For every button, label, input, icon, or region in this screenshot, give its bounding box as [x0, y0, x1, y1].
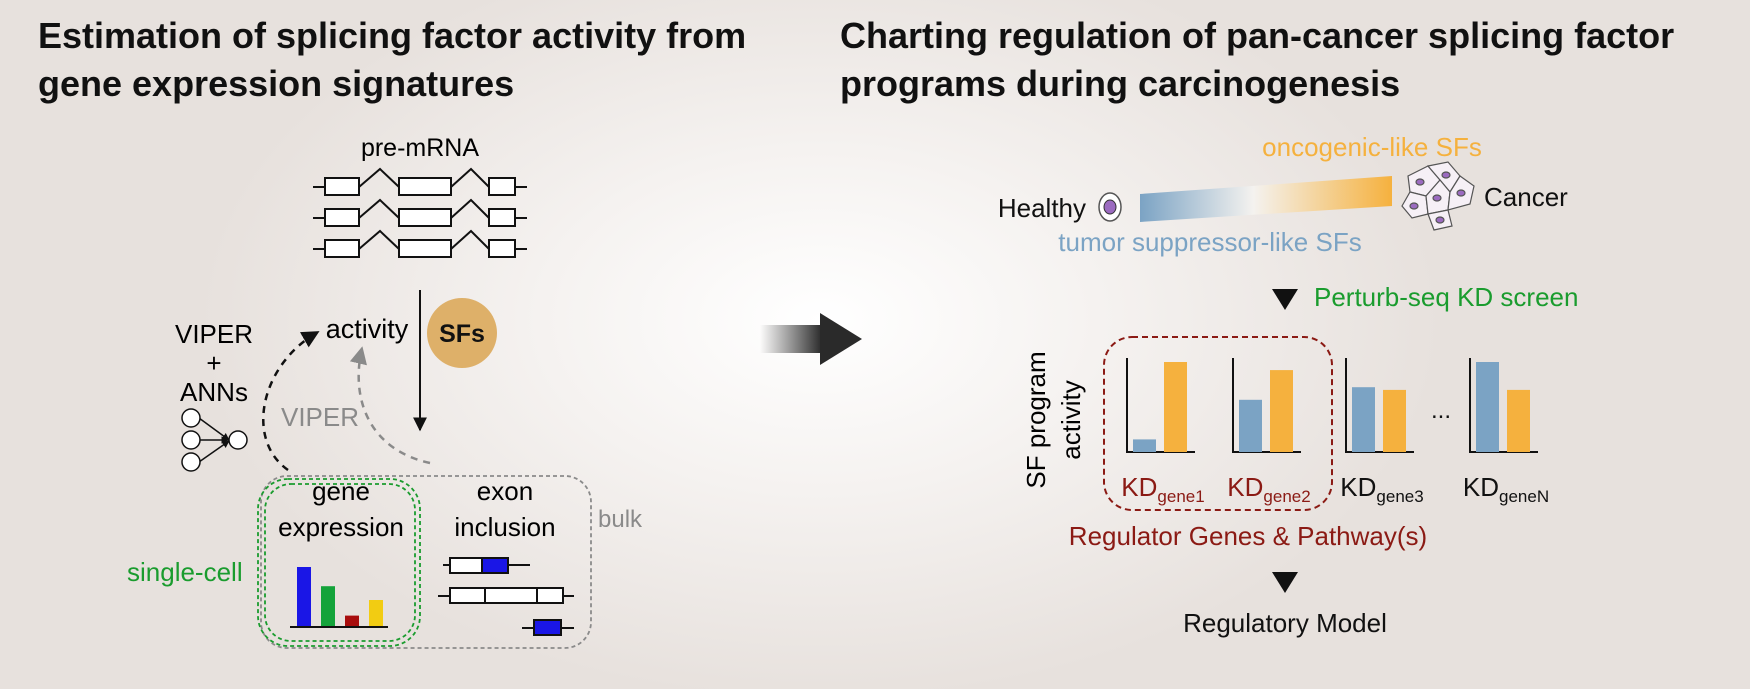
viper-arrow	[349, 346, 431, 465]
model-label: Regulatory Model	[1183, 608, 1387, 638]
kd-bar-oncogenic	[1270, 370, 1293, 452]
viper-anns-line3: ANNs	[180, 377, 248, 407]
kd-bar-oncogenic	[1164, 362, 1187, 452]
right-title-line2: programs during carcinogenesis	[840, 63, 1401, 104]
kd-label: KDgene1	[1121, 472, 1204, 506]
gene-expression-line2: expression	[278, 512, 404, 542]
kd-bar-tumor-suppressor	[1133, 439, 1156, 452]
viper-label: VIPER	[281, 402, 359, 432]
kd-label: KDgene3	[1340, 472, 1423, 506]
kd-charts: KDgene1 KDgene2 KDgene3 KDgeneN...	[1121, 358, 1549, 506]
kd-label: KDgeneN	[1463, 472, 1549, 506]
right-title-line1: Charting regulation of pan-cancer splici…	[840, 15, 1675, 56]
perturb-label: Perturb-seq KD screen	[1314, 282, 1578, 312]
regulator-group-box	[1103, 336, 1333, 511]
exon-inclusion-line1: exon	[477, 476, 533, 506]
left-title-line1: Estimation of splicing factor activity f…	[38, 15, 747, 56]
expression-bar	[321, 586, 335, 627]
bulk-box	[260, 475, 592, 649]
read-3	[522, 619, 574, 636]
regulator-label: Regulator Genes & Pathway(s)	[1069, 521, 1427, 551]
expression-bar	[345, 615, 359, 627]
sfs-circle	[427, 298, 497, 368]
viper-anns-line1: VIPER	[175, 319, 253, 349]
kd-ellipsis: ...	[1431, 397, 1451, 424]
expression-bar	[297, 567, 311, 627]
pre-mrna-label: pre-mRNA	[361, 134, 479, 162]
exon-inclusion-line2: inclusion	[454, 512, 555, 542]
single-cell-box-outer	[257, 478, 421, 647]
kd-bar-tumor-suppressor	[1476, 362, 1499, 452]
ylabel-line1: SF program	[1021, 351, 1051, 488]
ylabel-line2: activity	[1056, 380, 1086, 459]
kd-bar-tumor-suppressor	[1352, 387, 1375, 452]
read-1	[443, 557, 530, 574]
kd-bar-oncogenic	[1507, 389, 1530, 452]
single-cell-label: single-cell	[127, 557, 243, 587]
read-2	[438, 587, 574, 604]
healthy-label: Healthy	[998, 193, 1086, 223]
model-arrow-icon	[1272, 572, 1298, 593]
kd-chart-geneN: KDgeneN	[1463, 358, 1549, 506]
exon-inclusion-reads	[438, 557, 574, 636]
kd-chart-gene2: KDgene2	[1227, 358, 1311, 506]
cancer-cells-icon	[1401, 161, 1475, 231]
sf-gradient-wedge	[1140, 176, 1392, 222]
kd-label: KDgene2	[1227, 472, 1310, 506]
cancer-label: Cancer	[1484, 182, 1568, 212]
kd-chart-gene3: KDgene3	[1340, 358, 1424, 506]
right-panel-title: Charting regulation of pan-cancer splici…	[840, 12, 1674, 108]
kd-bar-tumor-suppressor	[1239, 399, 1262, 452]
healthy-cell-icon	[1098, 192, 1122, 222]
kd-chart-gene1: KDgene1	[1121, 358, 1205, 506]
tumor-suppressor-label: tumor suppressor-like SFs	[1058, 227, 1361, 257]
single-cell-box-inner	[264, 483, 416, 642]
activity-label: activity	[326, 314, 409, 344]
viper-anns-line2: +	[206, 348, 221, 378]
viper-anns-arrow	[262, 330, 320, 472]
sfs-label: SFs	[439, 320, 485, 348]
transcript-3	[313, 229, 527, 258]
oncogenic-label: oncogenic-like SFs	[1262, 132, 1482, 162]
neural-network-icon	[181, 408, 248, 472]
perturb-arrow-icon	[1272, 289, 1298, 310]
transition-arrow-icon	[760, 313, 862, 365]
gene-expression-bars	[297, 567, 383, 627]
expression-bar	[369, 600, 383, 627]
gene-expression-line1: gene	[312, 476, 370, 506]
left-panel-title: Estimation of splicing factor activity f…	[38, 12, 746, 108]
transcript-2	[313, 198, 527, 227]
bulk-label: bulk	[598, 506, 643, 533]
left-title-line2: gene expression signatures	[38, 63, 515, 104]
transcript-1	[313, 167, 527, 196]
kd-bar-oncogenic	[1383, 389, 1406, 452]
pre-mrna-transcripts	[313, 167, 527, 258]
